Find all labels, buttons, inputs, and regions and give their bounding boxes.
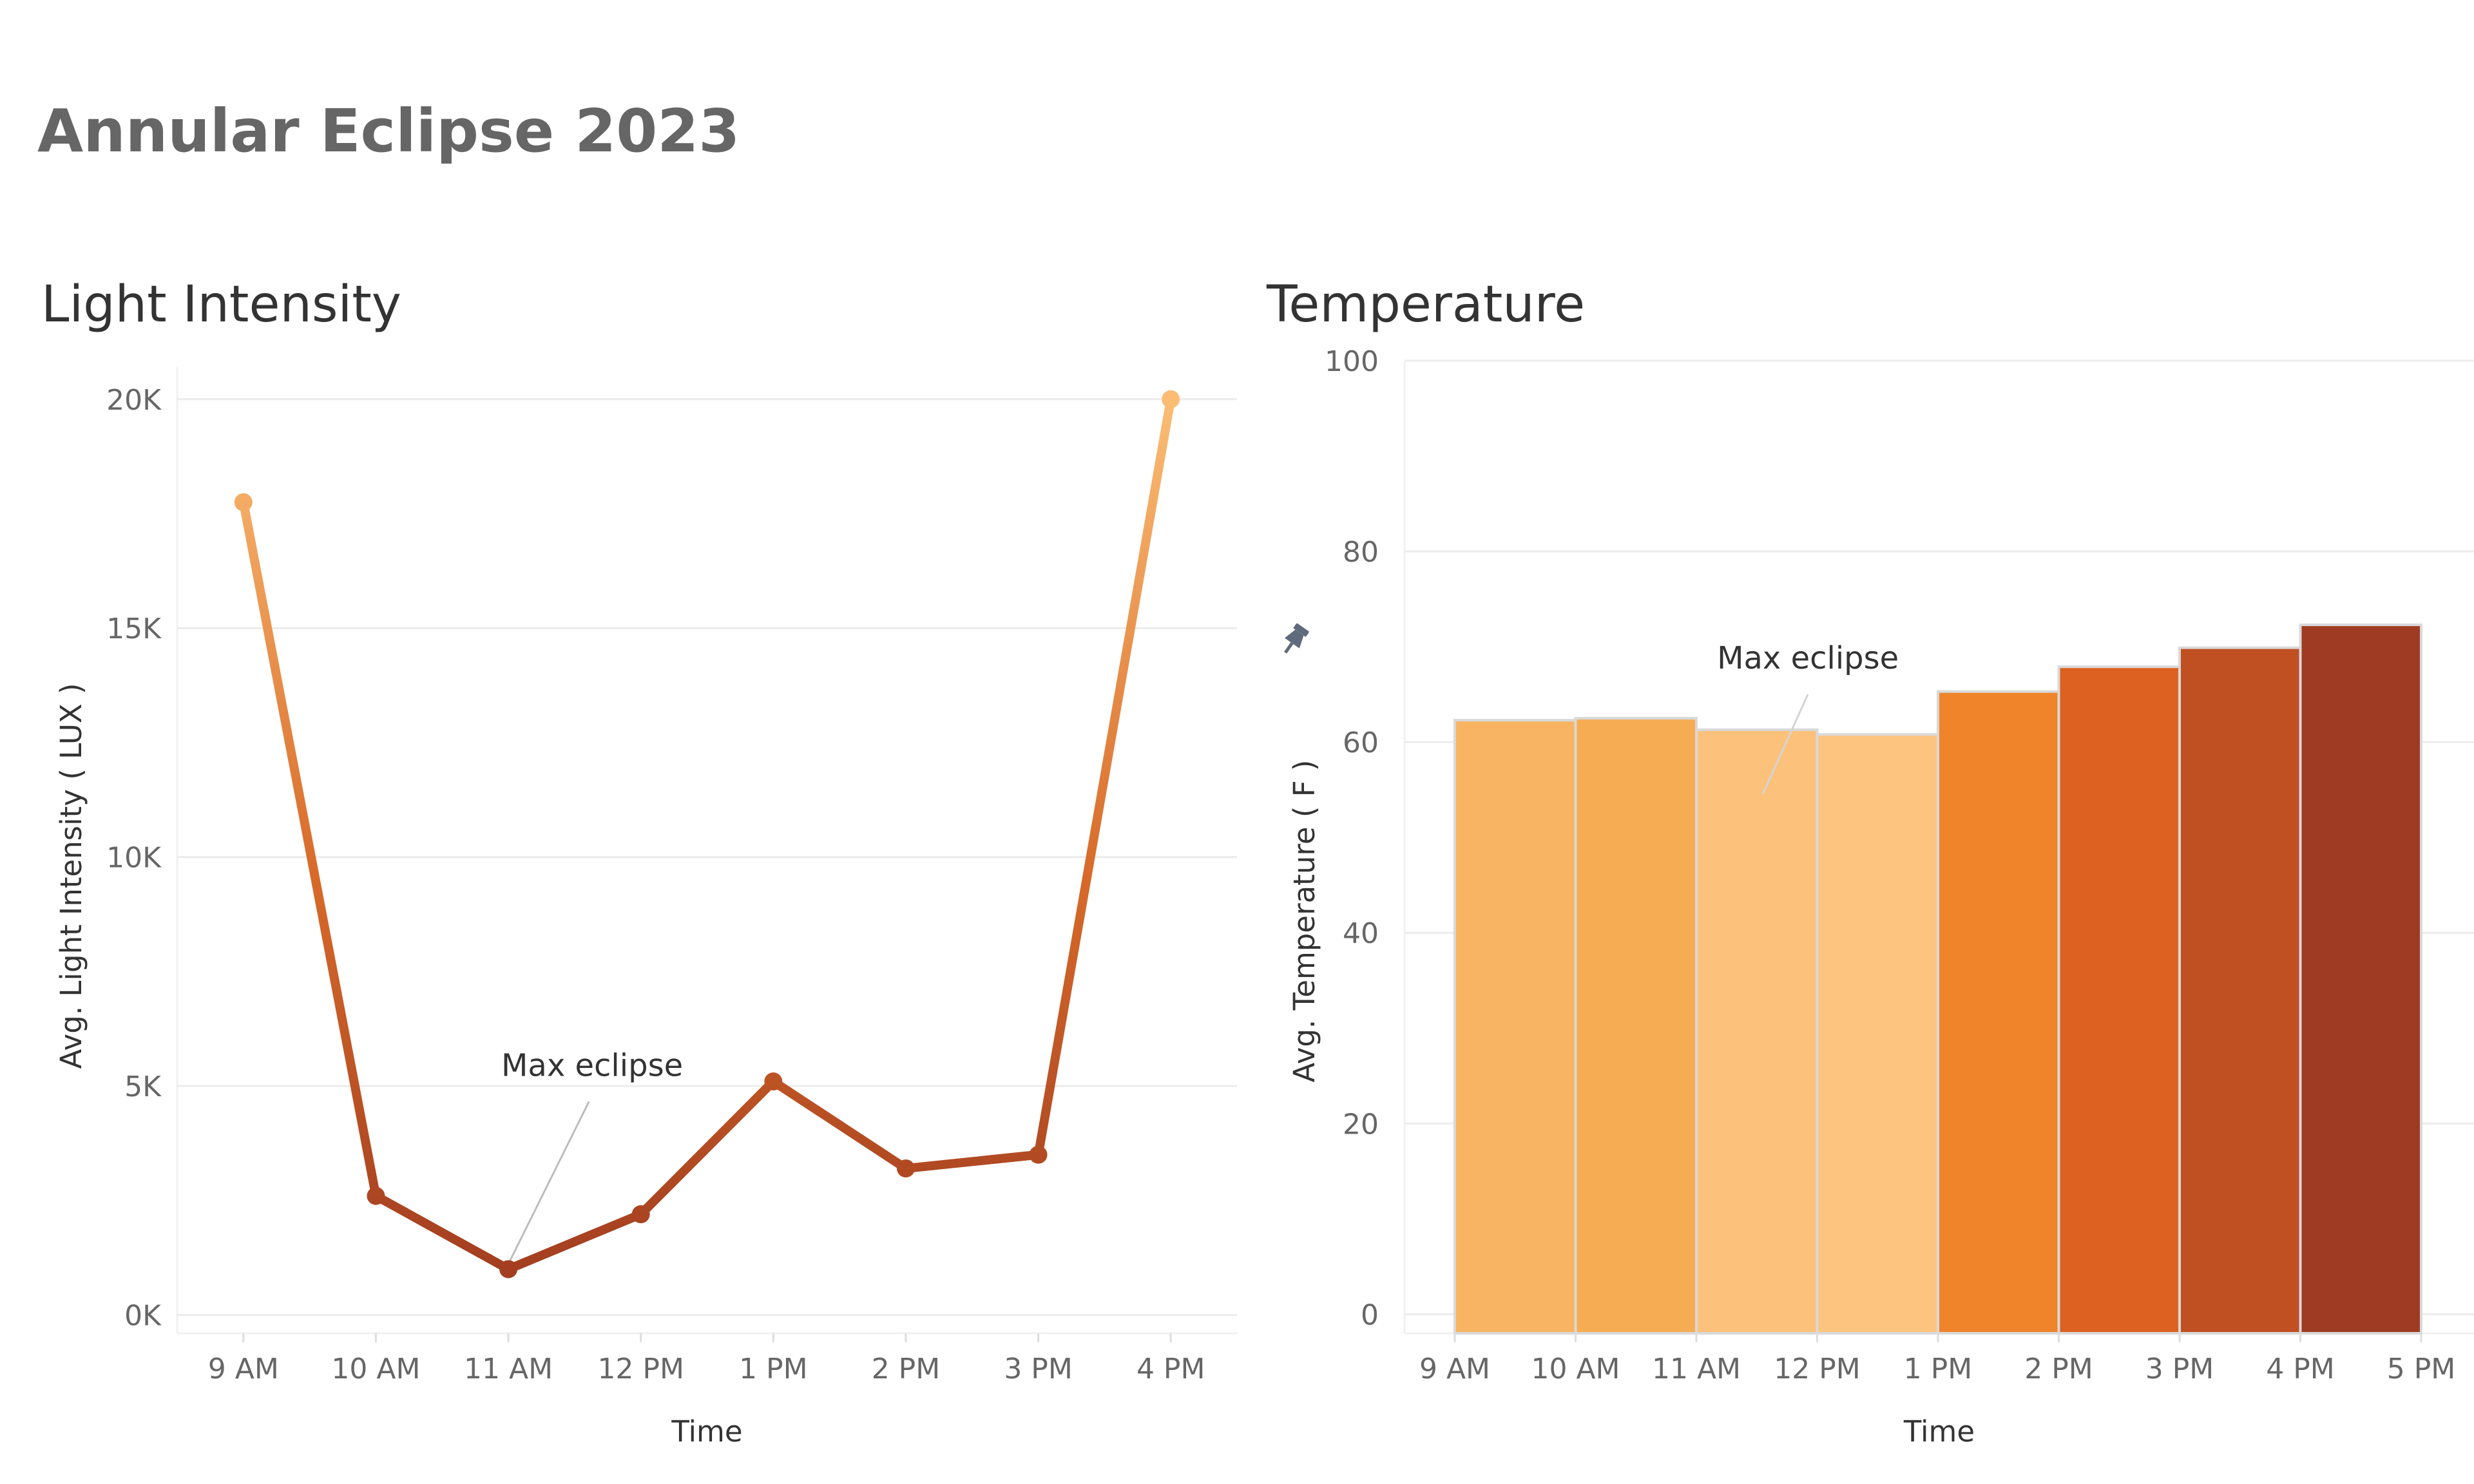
light-annotation-leader [507, 1101, 590, 1265]
temp-x-tick-label: 10 AM [1531, 1353, 1620, 1385]
light-y-axis-title: Avg. Light Intensity ( LUX ) [54, 683, 88, 1069]
light-annotation-label: Max eclipse [501, 1047, 683, 1083]
temp-bar [1695, 728, 1819, 1335]
temp-y-tick-label: 60 [1343, 727, 1379, 759]
temp-x-tick-label: 5 PM [2387, 1353, 2455, 1385]
light-y-tick-label: 5K [124, 1070, 162, 1103]
light-data-point [1029, 1145, 1048, 1164]
temperature-chart: 0 20 40 60 80 100 9 AM 10 AM 11 AM 12 PM 1 PM 2 PM 3… [1284, 345, 2474, 1449]
light-data-point [1162, 390, 1180, 408]
light-x-tick-label: 10 AM [331, 1353, 420, 1385]
light-y-tick-label: 15K [106, 613, 162, 645]
light-data-point [499, 1260, 518, 1279]
temp-bar [2178, 646, 2302, 1335]
light-y-tick-label: 20K [106, 384, 162, 417]
temp-annotation-label: Max eclipse [1717, 640, 1899, 676]
temp-x-tick-label: 11 AM [1652, 1353, 1741, 1385]
light-intensity-title: Light Intensity [41, 276, 401, 334]
light-data-point [234, 493, 253, 511]
temp-x-axis-title: Time [1903, 1414, 1975, 1449]
light-x-tick-label: 1 PM [739, 1353, 807, 1385]
dashboard-title: Annular Eclipse 2023 [37, 97, 740, 166]
light-data-point [896, 1159, 915, 1178]
temp-annotation-leader [1761, 694, 1809, 795]
temp-x-tick-label: 1 PM [1904, 1353, 1972, 1385]
light-data-point [367, 1186, 385, 1205]
light-y-tick-label: 10K [106, 842, 162, 875]
temp-y-tick-label: 40 [1343, 917, 1379, 950]
light-data-point [631, 1205, 650, 1224]
light-x-tick-label: 3 PM [1004, 1353, 1072, 1385]
pin-icon-body [1284, 629, 1304, 649]
pin-icon-head [1293, 623, 1309, 637]
light-x-axis-title: Time [671, 1414, 742, 1449]
temp-bar [1453, 719, 1577, 1335]
temperature-title: Temperature [1267, 276, 1586, 334]
light-intensity-chart: 0K 5K 10K 15K 20K 9 AM 10 AM 11 AM 12 PM 1 PM 2 PM… [54, 367, 1237, 1449]
temp-x-tick-label: 9 AM [1419, 1353, 1490, 1385]
light-x-tick-label: 12 PM [597, 1353, 684, 1385]
temp-y-tick-label: 100 [1325, 345, 1379, 378]
temp-bar [1816, 733, 1939, 1335]
pin-icon-needle [1284, 642, 1294, 654]
temp-bar [2299, 623, 2422, 1335]
temp-x-tick-label: 12 PM [1774, 1353, 1860, 1385]
light-x-tick-label: 9 AM [208, 1353, 279, 1385]
temp-y-tick-label: 80 [1343, 536, 1379, 569]
light-series-line [238, 394, 1176, 1274]
light-y-tick-label: 0K [124, 1300, 162, 1333]
temp-x-tick-label: 3 PM [2145, 1353, 2214, 1385]
temp-y-tick-label: 20 [1343, 1108, 1379, 1141]
temp-y-tick-label: 0 [1361, 1298, 1379, 1331]
temp-x-tick-label: 4 PM [2266, 1353, 2334, 1385]
temp-bar [1937, 690, 2060, 1335]
pin-icon [1284, 623, 1309, 654]
light-x-tick-label: 11 AM [464, 1353, 553, 1385]
temp-bar [1574, 717, 1698, 1335]
light-data-point [764, 1072, 783, 1091]
temp-bar [2057, 665, 2181, 1335]
light-x-tick-label: 2 PM [872, 1353, 940, 1385]
temp-y-axis-title: Avg. Temperature ( F ) [1287, 760, 1321, 1083]
light-x-tick-label: 4 PM [1136, 1353, 1205, 1385]
temp-x-tick-label: 2 PM [2024, 1353, 2093, 1385]
